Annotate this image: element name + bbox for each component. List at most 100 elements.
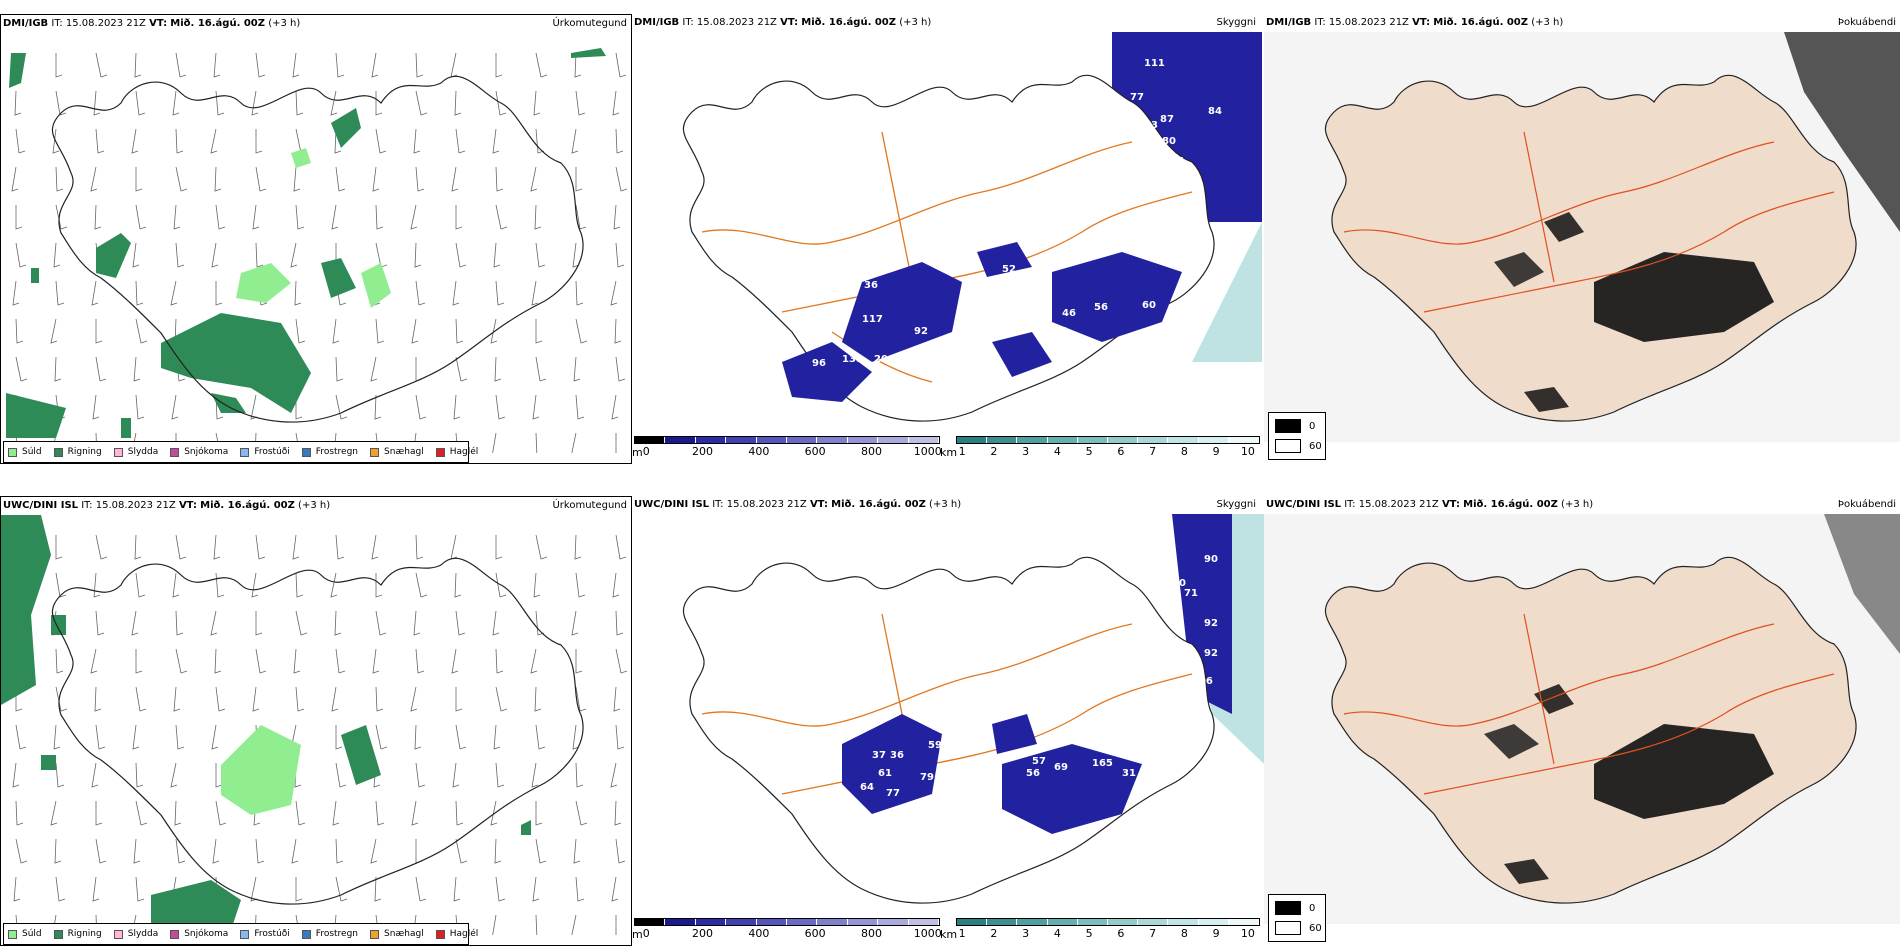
wind-barb xyxy=(410,204,418,230)
cloud-base-label: 62 xyxy=(954,354,968,365)
visibility-scale: 1 2 3 4 5 6 7 8 9 10 xyxy=(956,436,1260,458)
wind-barb xyxy=(214,648,222,674)
wind-barb xyxy=(93,90,101,116)
wind-barb xyxy=(255,534,266,560)
vt-label: VT: xyxy=(1412,17,1431,28)
legend-item: Snæhagl xyxy=(370,447,424,457)
wind-barb xyxy=(292,534,300,560)
cloud-base-label: 75 xyxy=(1170,156,1184,167)
field-name: Þokuábendi xyxy=(1837,499,1896,510)
it-label: IT: xyxy=(81,500,93,511)
cloud-base-label: 90 xyxy=(1204,554,1218,565)
legend-label: Snjókoma xyxy=(184,447,229,457)
legend-item: Rigning xyxy=(53,447,102,457)
wind-barb xyxy=(374,394,382,420)
wind-barb xyxy=(573,838,581,864)
wind-barb xyxy=(95,52,108,78)
cloud-area xyxy=(1172,514,1232,714)
cloud-base-label: 106 xyxy=(1192,676,1213,687)
wind-barb xyxy=(295,90,304,116)
vt-value: Mið. 16.ágú. 00Z xyxy=(1463,499,1558,510)
wind-barb xyxy=(615,915,617,935)
wind-barb xyxy=(95,801,103,826)
cloud-base-label: 56 xyxy=(1094,302,1108,313)
wind-barb xyxy=(455,838,468,864)
precip-legend: Súld Rigning Slydda Snjókoma Frostúði Frostre… xyxy=(3,441,478,463)
wind-barb xyxy=(530,166,538,192)
colorbar-segment xyxy=(847,437,879,443)
colorbar-tick: 10 xyxy=(1240,927,1255,940)
iceland-outline xyxy=(51,557,584,905)
wind-barb xyxy=(255,242,264,268)
wind-barb xyxy=(251,90,259,116)
wind-barb xyxy=(451,166,459,192)
wind-barb xyxy=(95,610,105,636)
precip-map xyxy=(6,48,628,453)
colorbar-segment xyxy=(1168,919,1199,925)
legend-swatch xyxy=(240,447,250,457)
wind-barb xyxy=(55,53,63,78)
fog-swatch xyxy=(1275,921,1301,935)
it-label: IT: xyxy=(51,18,63,29)
field-name: Þokuábendi xyxy=(1837,17,1896,28)
legend-item: Frostregn xyxy=(301,447,358,457)
wind-barb xyxy=(450,534,458,560)
wind-barb xyxy=(535,534,548,560)
panel-header: DMI/IGB IT: 15.08.2023 21Z VT: Mið. 16.á… xyxy=(1,15,631,33)
it-value: 15.08.2023 21Z xyxy=(1328,17,1409,28)
field-name: Úrkomutegund xyxy=(552,500,627,511)
it-value: 15.08.2023 21Z xyxy=(1358,499,1439,510)
wind-barb xyxy=(415,534,424,560)
cloud-base-label: 57 xyxy=(1032,756,1046,767)
wind-barb xyxy=(54,838,62,864)
wind-barb xyxy=(614,318,622,344)
wind-barb xyxy=(255,648,267,674)
wind-barb xyxy=(490,800,498,826)
wind-barb xyxy=(415,280,426,306)
wind-barb xyxy=(295,572,304,598)
forecast-offset: (+3 h) xyxy=(1531,17,1564,28)
wind-barb xyxy=(175,724,185,750)
wind-barb xyxy=(492,432,497,453)
wind-barb xyxy=(493,242,501,268)
colorbar-tick: 0 xyxy=(642,445,650,458)
wind-barb xyxy=(95,128,105,154)
wind-barb xyxy=(575,204,587,230)
fog-swatch xyxy=(1275,439,1301,453)
wind-barb xyxy=(170,762,178,788)
wind-barb xyxy=(212,838,220,864)
fog-label: 60 xyxy=(1309,440,1322,452)
wind-barb xyxy=(295,877,303,902)
cloud-panel-bottom: UWC/DINI ISL IT: 15.08.2023 21Z VT: Mið.… xyxy=(632,496,1264,946)
wind-barb xyxy=(535,242,546,268)
wind-barb xyxy=(572,724,580,750)
wind-barb xyxy=(335,762,347,788)
wind-barb xyxy=(133,838,141,864)
wind-barb xyxy=(12,280,20,306)
legend-swatch xyxy=(8,929,17,939)
wind-barb xyxy=(255,166,267,192)
legend-swatch xyxy=(170,447,180,457)
wind-barb xyxy=(215,763,223,788)
wind-barb xyxy=(90,648,98,674)
colorbar-segment xyxy=(1138,919,1169,925)
cloud-base-label: 46 xyxy=(1062,308,1076,319)
wind-barb xyxy=(335,52,345,78)
wind-barb xyxy=(330,572,338,598)
wind-barb xyxy=(135,686,147,712)
wind-barb xyxy=(573,356,581,382)
colorbar-tick: 400 xyxy=(748,445,770,458)
colorbar-tick: 6 xyxy=(1117,445,1125,458)
wind-barb xyxy=(415,394,427,420)
wind-barb xyxy=(613,686,621,712)
wind-barb xyxy=(492,610,500,636)
wind-barb xyxy=(492,914,497,935)
colorbar-segment xyxy=(1198,919,1229,925)
cloud-base-unit: m xyxy=(632,928,643,941)
wind-barb xyxy=(495,648,504,674)
wind-barb xyxy=(215,281,223,306)
colorbar-segment xyxy=(1017,919,1048,925)
wind-barb xyxy=(615,534,627,560)
vt-value: Mið. 16.ágú. 00Z xyxy=(801,17,897,28)
wind-barb xyxy=(574,534,582,560)
